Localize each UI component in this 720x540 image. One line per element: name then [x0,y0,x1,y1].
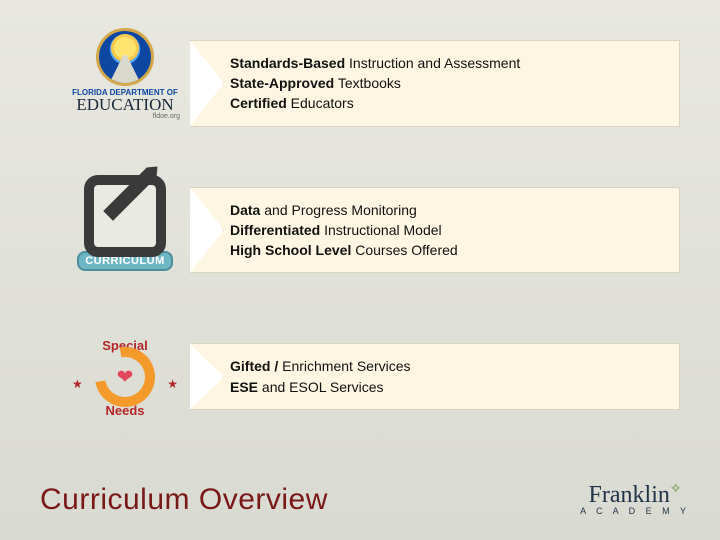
card-line: Standards-Based Instruction and Assessme… [230,53,669,73]
chevron-icon [190,188,224,273]
chevron-icon [190,41,224,126]
fldoe-logo-icon: FLORIDA DEPARTMENT OF EDUCATION fldoe.or… [70,28,180,138]
fldoe-line2: EDUCATION [76,97,173,112]
row-education: FLORIDA DEPARTMENT OF EDUCATION fldoe.or… [70,20,680,147]
fldoe-line3: fldoe.org [70,113,180,120]
pencil-square-icon [84,175,166,257]
row-specialneeds: Special Needs ❤ ★ ★ Gifted / Enrichment … [70,313,680,440]
card-education: Standards-Based Instruction and Assessme… [190,40,680,127]
card-line: Data and Progress Monitoring [230,200,669,220]
swirl-heart-icon: ❤ [95,347,155,407]
card-line: Gifted / Enrichment Services [230,356,669,376]
card-curriculum: Data and Progress Monitoring Differentia… [190,187,680,274]
row-curriculum: CURRICULUM Data and Progress Monitoring … [70,167,680,294]
card-line: Differentiated Instructional Model [230,220,669,240]
card-line: Certified Educators [230,93,669,113]
franklin-sub: A C A D E M Y [580,506,690,516]
special-needs-icon: Special Needs ❤ ★ ★ [70,322,180,432]
franklin-logo-icon: Franklin✧ A C A D E M Y [580,484,690,517]
card-line: State-Approved Textbooks [230,73,669,93]
fldoe-seal-icon [96,28,154,86]
curriculum-icon: CURRICULUM [70,175,180,285]
card-specialneeds: Gifted / Enrichment Services ESE and ESO… [190,343,680,410]
franklin-script: Franklin✧ [589,484,682,507]
card-line: High School Level Courses Offered [230,240,669,260]
card-line: ESE and ESOL Services [230,377,669,397]
content-area: FLORIDA DEPARTMENT OF EDUCATION fldoe.or… [70,20,680,440]
footer: Curriculum Overview Franklin✧ A C A D E … [0,460,720,540]
chevron-icon [190,344,224,409]
page-title: Curriculum Overview [40,483,328,517]
